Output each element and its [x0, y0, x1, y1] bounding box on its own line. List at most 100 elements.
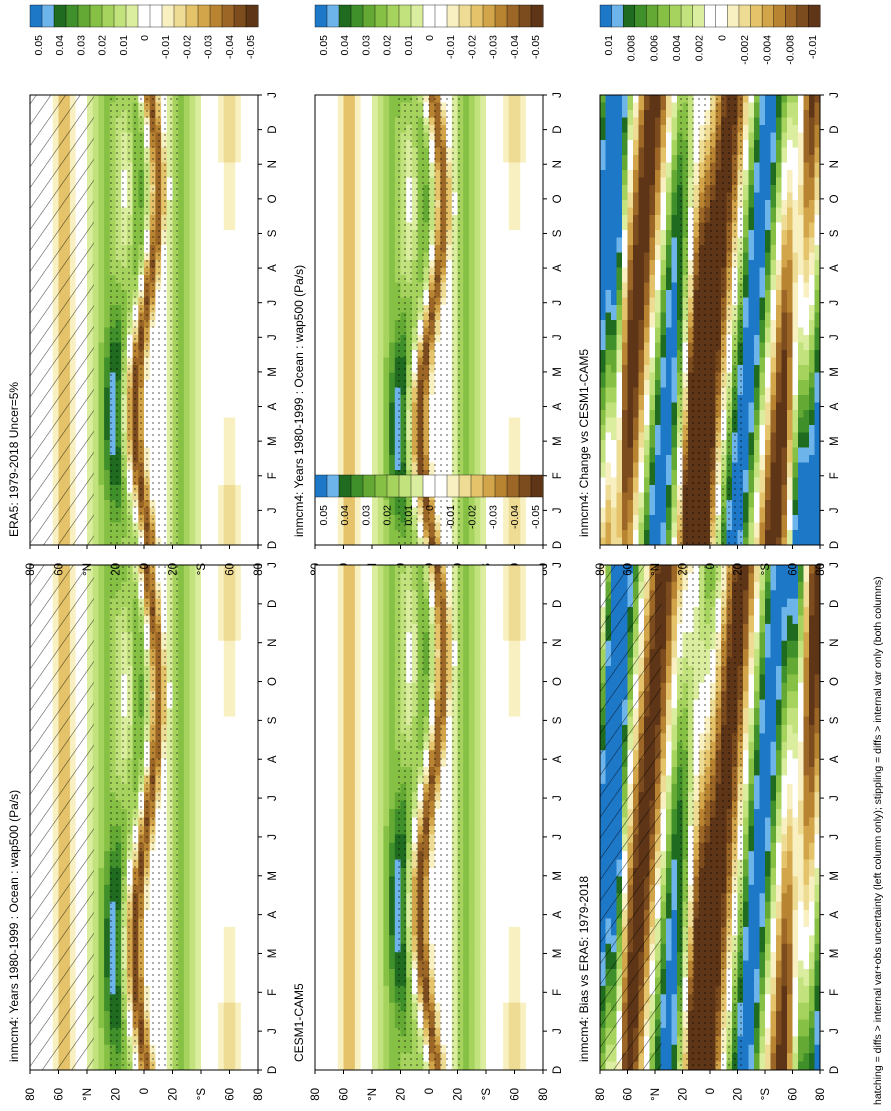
heatmap-cell	[497, 252, 504, 261]
heatmap-cell	[201, 741, 208, 751]
heatmap-cell	[525, 267, 532, 276]
heatmap-cell	[315, 125, 322, 133]
heatmap-cell	[503, 305, 510, 313]
heatmap-cell	[531, 215, 538, 223]
heatmap-cell	[343, 305, 350, 313]
heatmap-cell	[332, 342, 339, 351]
heatmap-cell	[520, 372, 527, 381]
heatmap-cell	[360, 530, 367, 538]
heatmap-cell	[377, 117, 384, 126]
heatmap-cell	[240, 969, 247, 978]
heatmap-cell	[491, 372, 498, 381]
heatmap-cell	[480, 425, 487, 433]
heatmap-cell	[463, 440, 470, 448]
heatmap-cell	[531, 305, 538, 313]
heatmap-cell	[531, 462, 538, 471]
heatmap-cell	[218, 733, 225, 743]
heatmap-cell	[486, 432, 493, 441]
lat-label: 60	[225, 1088, 237, 1101]
heatmap-cell	[337, 320, 344, 328]
heatmap-cell	[229, 691, 236, 701]
heatmap-cell	[508, 192, 515, 201]
heatmap-cell	[520, 290, 527, 298]
heatmap-cell	[246, 977, 253, 987]
heatmap-cell	[240, 598, 247, 608]
colorbar-label: 0.05	[318, 35, 330, 56]
heatmap-cell	[537, 207, 544, 216]
heatmap-cell	[92, 1061, 99, 1071]
heatmap-cell	[514, 177, 521, 186]
heatmap-cell	[537, 455, 544, 463]
heatmap-cell	[525, 275, 532, 283]
heatmap-cell	[389, 155, 396, 163]
heatmap-cell	[189, 834, 196, 844]
heatmap-cell	[360, 440, 367, 448]
heatmap-cell	[201, 969, 208, 978]
month-label: N	[267, 639, 279, 647]
heatmap-cell	[104, 901, 111, 911]
heatmap-cell	[223, 1053, 230, 1062]
heatmap-cell	[389, 312, 396, 321]
heatmap-cell	[354, 222, 361, 231]
heatmap-cell	[223, 767, 230, 776]
heatmap-cell	[354, 425, 361, 433]
heatmap-cell	[320, 140, 327, 148]
heatmap-cell	[218, 977, 225, 987]
heatmap-cell	[508, 132, 515, 141]
heatmap-cell	[240, 750, 247, 759]
heatmap-cell	[92, 598, 99, 608]
heatmap-cell	[377, 237, 384, 246]
heatmap-cell	[326, 455, 333, 463]
heatmap-cell	[366, 530, 373, 538]
heatmap-cell	[468, 297, 475, 306]
heatmap-cell	[349, 365, 356, 373]
heatmap-cell	[218, 1002, 225, 1012]
heatmap-cell	[104, 666, 111, 675]
heatmap-cell	[366, 102, 373, 111]
month-label: M	[552, 436, 564, 446]
heatmap-cell	[223, 1011, 230, 1020]
heatmap-cell	[343, 147, 350, 156]
heatmap-cell	[326, 222, 333, 231]
heatmap-cell	[531, 320, 538, 328]
heatmap-cell	[229, 666, 236, 675]
heatmap-cell	[212, 708, 219, 717]
heatmap-cell	[195, 1011, 202, 1020]
heatmap-cell	[332, 515, 339, 523]
heatmap-cell	[246, 666, 253, 675]
heatmap-cell	[246, 960, 253, 970]
heatmap-cell	[332, 440, 339, 448]
heatmap-cell	[354, 192, 361, 201]
heatmap-cell	[525, 237, 532, 246]
heatmap-cell	[195, 842, 202, 852]
heatmap-cell	[223, 640, 230, 650]
heatmap-cell	[463, 410, 470, 418]
heatmap-cell	[189, 699, 196, 709]
heatmap-cell	[514, 365, 521, 373]
heatmap-cell	[252, 598, 259, 608]
heatmap-cell	[383, 357, 390, 366]
heatmap-cell	[315, 102, 322, 111]
heatmap-cell	[463, 140, 470, 148]
heatmap-cell	[503, 515, 510, 523]
heatmap-cell	[360, 342, 367, 351]
heatmap-cell	[315, 132, 322, 141]
heatmap-cell	[195, 691, 202, 701]
heatmap-cell	[326, 470, 333, 478]
heatmap-cell	[503, 147, 510, 156]
heatmap-cell	[474, 125, 481, 133]
heatmap-cell	[246, 1027, 253, 1037]
heatmap-cell	[246, 716, 253, 726]
heatmap-cell	[377, 365, 384, 373]
heatmap-cell	[223, 674, 230, 684]
heatmap-cell	[252, 977, 259, 987]
heatmap-cell	[360, 267, 367, 276]
heatmap-cell	[349, 357, 356, 366]
heatmap-cell	[474, 312, 481, 321]
heatmap-cell	[468, 447, 475, 456]
heatmap-cell	[491, 147, 498, 156]
heatmap-cell	[92, 884, 99, 894]
heatmap-cell	[315, 530, 322, 538]
heatmap-cell	[377, 155, 384, 163]
heatmap-cell	[389, 230, 396, 238]
